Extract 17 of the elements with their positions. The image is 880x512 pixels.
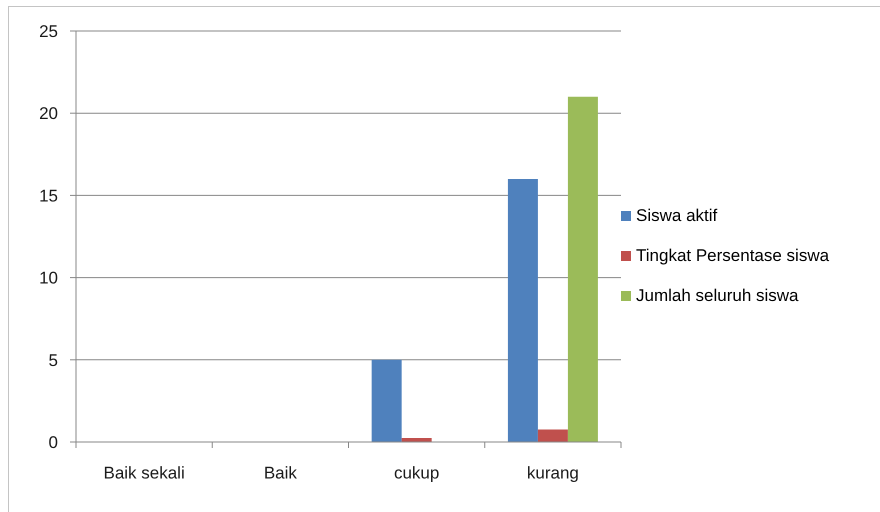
x-tick-label: kurang [526, 464, 579, 482]
bar [538, 430, 568, 442]
y-tick-label: 5 [48, 350, 58, 370]
legend-label: Siswa aktif [636, 206, 718, 226]
x-tick-label: Baik [264, 464, 298, 482]
bar [568, 96, 598, 442]
bar [508, 178, 538, 442]
bar [372, 360, 402, 442]
legend-label: Tingkat Persentase siswa [636, 246, 830, 266]
x-tick-label: Baik sekali [103, 464, 185, 482]
y-tick-label: 10 [39, 268, 58, 288]
y-tick-label: 0 [48, 433, 58, 452]
x-tick-label: cukup [394, 464, 440, 482]
y-tick-label: 25 [39, 22, 58, 42]
y-tick-label: 20 [39, 104, 58, 124]
legend-label: Jumlah seluruh siswa [636, 286, 799, 306]
y-tick-label: 15 [39, 186, 58, 206]
